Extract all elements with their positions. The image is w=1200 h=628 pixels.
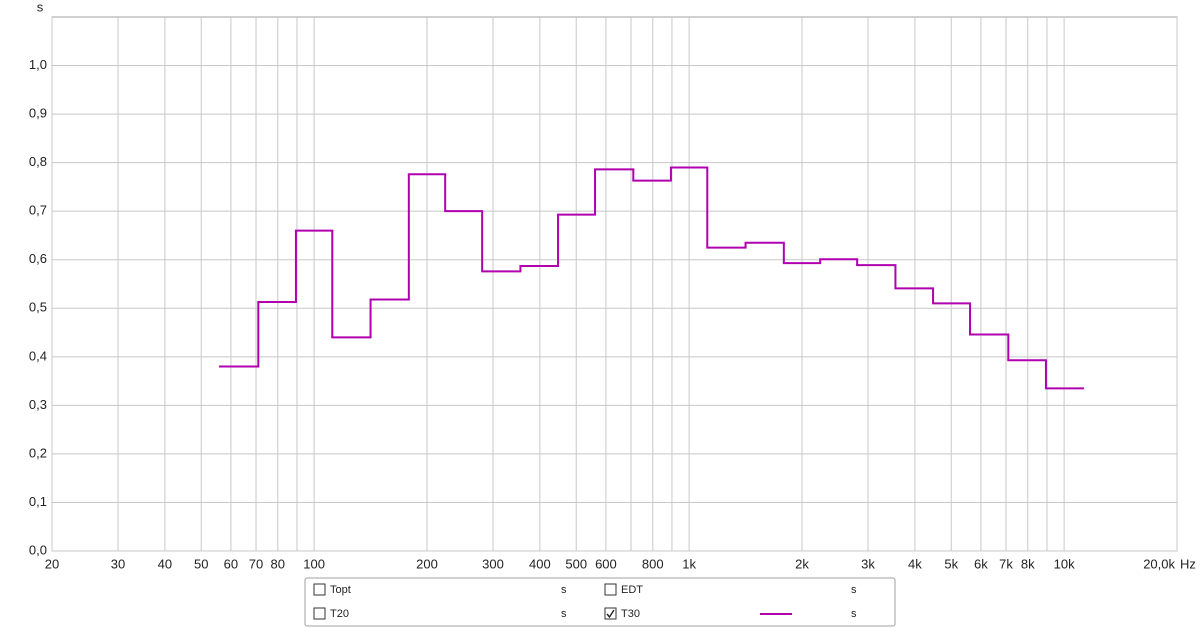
x-tick-label: 500 — [565, 556, 587, 571]
y-unit: s — [37, 0, 44, 14]
x-tick-label: 400 — [529, 556, 551, 571]
x-tick-label: 80 — [271, 556, 285, 571]
y-tick-label: 0,4 — [29, 348, 47, 363]
x-tick-label: 8k — [1021, 556, 1035, 571]
legend-unit: s — [561, 608, 567, 620]
x-tick-label: 6k — [974, 556, 988, 571]
legend: Topt s EDT s T20 s T30 s — [313, 583, 857, 620]
legend-box — [304, 577, 896, 627]
x-tick-label: 200 — [416, 556, 438, 571]
y-tick-label: 0,9 — [29, 106, 47, 121]
x-tick-label: 60 — [224, 556, 238, 571]
x-tick-label: 70 — [249, 556, 263, 571]
legend-name: T20 — [330, 608, 349, 620]
legend-unit: s — [561, 584, 567, 596]
y-tick-label: 0,3 — [29, 397, 47, 412]
x-tick-label: 10k — [1054, 556, 1075, 571]
x-tick-label: 7k — [999, 556, 1013, 571]
x-tick-label: 5k — [944, 556, 958, 571]
x-tick-label: 3k — [861, 556, 875, 571]
checkbox[interactable] — [313, 583, 326, 596]
plot-area — [51, 16, 1178, 552]
y-tick-label: 0,0 — [29, 542, 47, 557]
legend-unit: s — [851, 584, 857, 596]
y-tick-label: 0,7 — [29, 203, 47, 218]
x-unit: Hz — [1180, 556, 1196, 571]
checkmark — [606, 609, 615, 619]
x-tick-label: 1k — [682, 556, 696, 571]
x-tick-label: 50 — [194, 556, 208, 571]
x-tick-label: 20 — [45, 556, 59, 571]
y-tick-label: 0,5 — [29, 300, 47, 315]
x-tick-label: 100 — [303, 556, 325, 571]
legend-unit: s — [851, 608, 857, 620]
x-tick-label: 800 — [642, 556, 664, 571]
series-t30 — [219, 166, 1084, 390]
grid — [51, 17, 1178, 552]
checkbox[interactable] — [604, 583, 617, 596]
x-tick-label: 300 — [482, 556, 504, 571]
x-tick-label: 4k — [908, 556, 922, 571]
x-tick-label: 20,0k — [1143, 556, 1175, 571]
x-tick-label: 2k — [795, 556, 809, 571]
legend-name: EDT — [621, 584, 643, 596]
y-tick-label: 0,6 — [29, 251, 47, 266]
checkbox[interactable] — [604, 607, 617, 620]
y-tick-label: 0,2 — [29, 445, 47, 460]
checkbox[interactable] — [313, 607, 326, 620]
legend-name: Topt — [330, 584, 351, 596]
x-tick-label: 40 — [158, 556, 172, 571]
x-tick-label: 30 — [111, 556, 125, 571]
y-tick-label: 0,1 — [29, 494, 47, 509]
y-tick-label: 0,8 — [29, 154, 47, 169]
x-tick-label: 600 — [595, 556, 617, 571]
legend-name: T30 — [621, 608, 640, 620]
y-tick-label: 1,0 — [29, 57, 47, 72]
